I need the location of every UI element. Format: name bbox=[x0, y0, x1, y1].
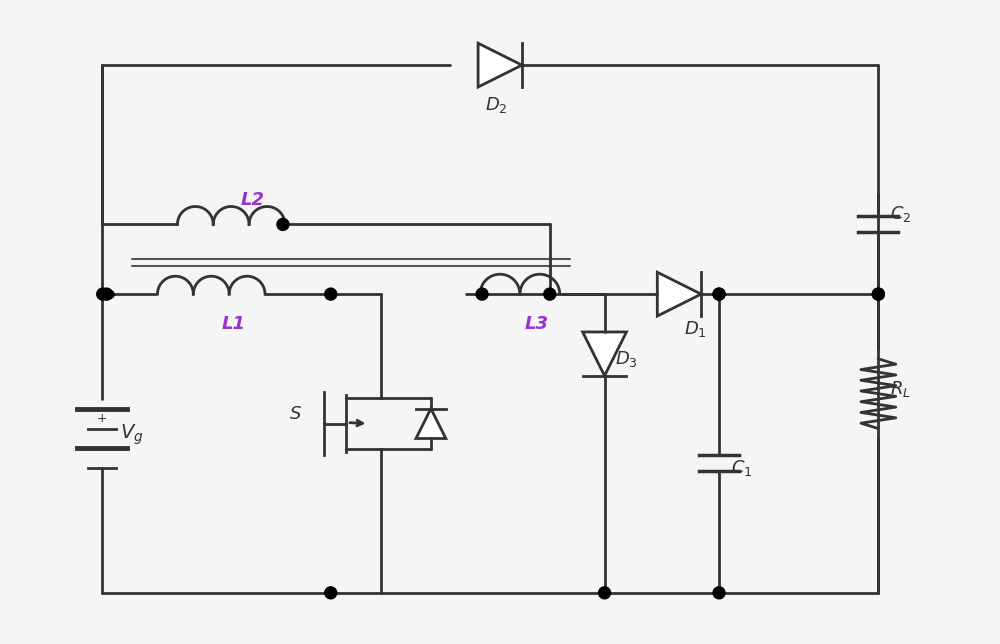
Polygon shape bbox=[583, 332, 626, 375]
Circle shape bbox=[872, 288, 884, 300]
Text: L2: L2 bbox=[241, 191, 265, 209]
Circle shape bbox=[713, 288, 725, 300]
Circle shape bbox=[544, 288, 556, 300]
Text: $C_2$: $C_2$ bbox=[890, 204, 912, 225]
Circle shape bbox=[476, 288, 488, 300]
Text: $D_3$: $D_3$ bbox=[615, 349, 637, 369]
Text: +: + bbox=[96, 412, 107, 424]
Polygon shape bbox=[416, 409, 446, 439]
Polygon shape bbox=[478, 43, 522, 87]
Circle shape bbox=[325, 587, 337, 599]
Circle shape bbox=[599, 587, 611, 599]
Circle shape bbox=[277, 218, 289, 231]
Circle shape bbox=[97, 288, 109, 300]
Circle shape bbox=[325, 288, 337, 300]
Text: $S$: $S$ bbox=[289, 404, 302, 422]
Text: $R_L$: $R_L$ bbox=[890, 379, 911, 399]
Text: $C_1$: $C_1$ bbox=[731, 459, 752, 478]
Text: L3: L3 bbox=[525, 315, 549, 333]
Circle shape bbox=[713, 288, 725, 300]
Polygon shape bbox=[657, 272, 701, 316]
Text: L1: L1 bbox=[221, 315, 245, 333]
Circle shape bbox=[872, 288, 884, 300]
Text: $D_2$: $D_2$ bbox=[485, 95, 508, 115]
Circle shape bbox=[713, 587, 725, 599]
Circle shape bbox=[101, 288, 113, 300]
Text: $D_1$: $D_1$ bbox=[684, 319, 707, 339]
Text: $V_g$: $V_g$ bbox=[120, 422, 143, 447]
